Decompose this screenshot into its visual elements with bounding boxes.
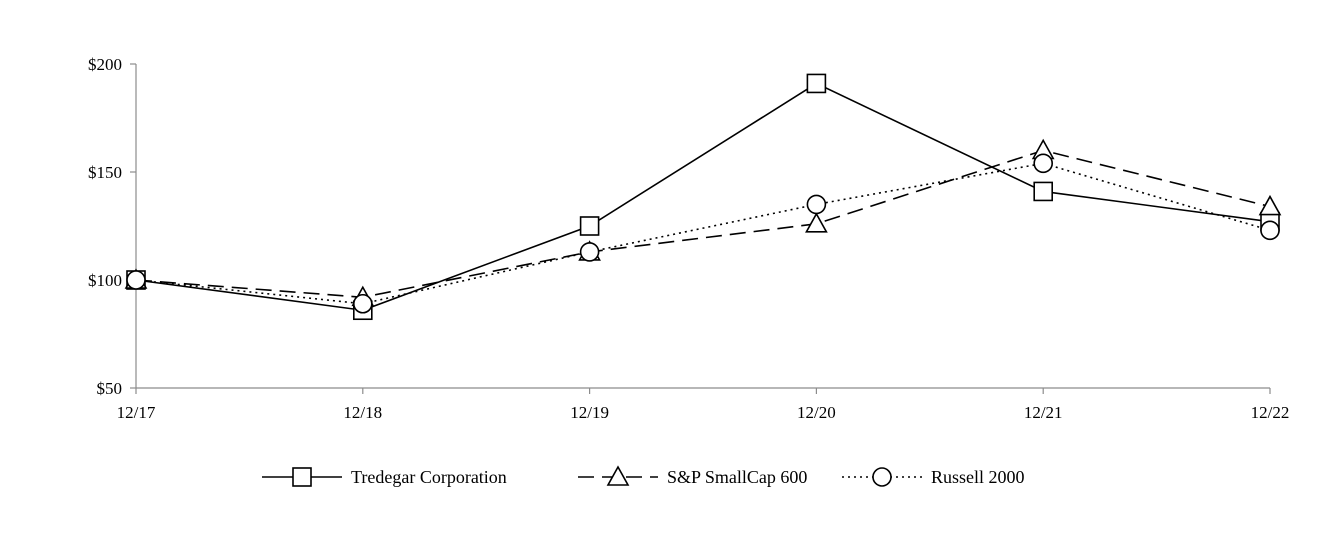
x-tick-label: 12/19 (570, 403, 609, 422)
legend-label: Russell 2000 (931, 467, 1025, 487)
data-point-triangle (1258, 194, 1282, 216)
legend-item-s-p-smallcap-600: S&P SmallCap 600 (578, 465, 807, 487)
data-point-square (806, 73, 827, 94)
data-point-circle (352, 293, 373, 314)
legend-marker-square (292, 467, 312, 487)
legend-marker-triangle (606, 465, 630, 486)
series-line (135, 162, 1271, 305)
y-tick-label: $200 (88, 55, 122, 74)
data-point-square (579, 216, 600, 236)
data-point-circle (1260, 220, 1280, 241)
legend-item-russell-2000: Russell 2000 (842, 467, 1025, 487)
axes (135, 64, 1270, 389)
x-tick-label: 12/20 (797, 403, 836, 422)
series-tredegar-corporation (126, 73, 1280, 321)
data-point-circle (806, 194, 827, 215)
legend-marker-circle (872, 467, 892, 487)
legend-item-tredegar-corporation: Tredegar Corporation (262, 467, 507, 487)
x-tick-label: 12/21 (1024, 403, 1063, 422)
x-tick-label: 12/18 (343, 403, 382, 422)
data-point-circle (579, 242, 600, 262)
data-point-circle (126, 270, 146, 290)
series-russell-2000 (126, 153, 1280, 314)
y-tick-label: $150 (88, 163, 122, 182)
legend-label: Tredegar Corporation (351, 467, 507, 487)
series-line (135, 82, 1271, 312)
legend: Tredegar Corporation S&P SmallCap 600 Russ… (262, 465, 1025, 487)
series-s-p-smallcap-600 (124, 138, 1282, 307)
x-tick-label: 12/17 (117, 403, 156, 422)
y-axis-ticks: $50 $100 $150 $200 (88, 55, 136, 398)
y-tick-label: $50 (97, 379, 123, 398)
legend-label: S&P SmallCap 600 (667, 467, 807, 487)
data-point-square (1033, 181, 1053, 202)
x-axis-ticks: 12/17 12/18 12/19 12/20 12/21 12/22 (117, 388, 1290, 422)
series-line (135, 149, 1271, 299)
plot-area (124, 73, 1282, 321)
x-tick-label: 12/22 (1251, 403, 1290, 422)
data-point-triangle (805, 212, 828, 233)
data-point-circle (1033, 153, 1053, 174)
y-tick-label: $100 (88, 271, 122, 290)
